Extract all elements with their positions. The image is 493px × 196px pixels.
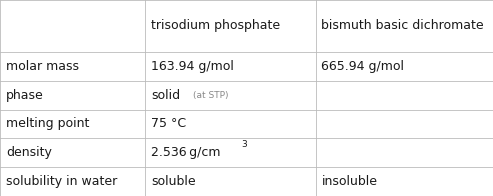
Text: 75 °C: 75 °C [151, 117, 186, 131]
Text: (at STP): (at STP) [193, 91, 228, 100]
Text: insoluble: insoluble [321, 175, 378, 188]
Text: trisodium phosphate: trisodium phosphate [151, 19, 281, 33]
Text: solubility in water: solubility in water [6, 175, 117, 188]
Text: soluble: soluble [151, 175, 196, 188]
Text: 163.94 g/mol: 163.94 g/mol [151, 60, 234, 73]
Text: bismuth basic dichromate: bismuth basic dichromate [321, 19, 484, 33]
Text: density: density [6, 146, 52, 159]
Text: 665.94 g/mol: 665.94 g/mol [321, 60, 404, 73]
Text: 2.536 g/cm: 2.536 g/cm [151, 146, 221, 159]
Text: solid: solid [151, 89, 180, 102]
Text: melting point: melting point [6, 117, 89, 131]
Text: 3: 3 [241, 140, 247, 149]
Text: molar mass: molar mass [6, 60, 79, 73]
Text: phase: phase [6, 89, 44, 102]
